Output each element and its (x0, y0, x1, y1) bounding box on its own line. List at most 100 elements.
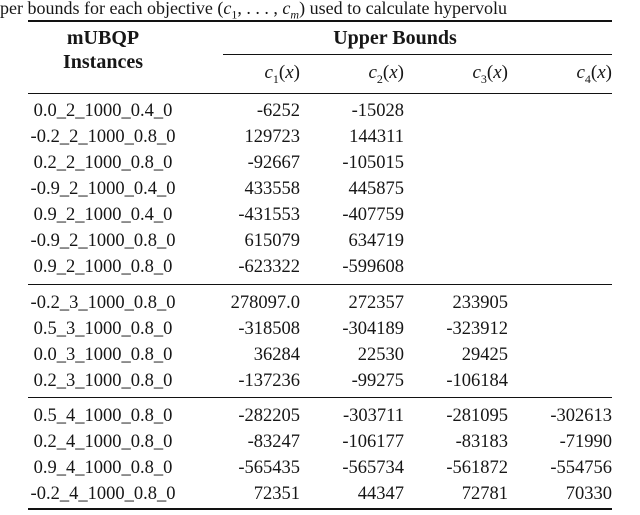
caption-sub-1: 1 (231, 7, 238, 19)
caption-text: per bounds for each objective ( (0, 0, 224, 18)
objective-value: -71990 (559, 431, 612, 452)
table-row: 0.5_4_1000_0.8_0 -282205 -303711 -281095… (28, 403, 612, 429)
table-row: -0.2_4_1000_0.8_0 72351 44347 72781 7033… (28, 481, 612, 507)
instance-name: 0.5_4_1000_0.8_0 (33, 405, 173, 426)
objective-value: -599608 (342, 256, 404, 277)
header-divider (28, 93, 612, 95)
row-group-header: mUBQP Instances (28, 26, 178, 74)
table-row: -0.2_3_1000_0.8_0 278097.0 272357 233905 (28, 290, 612, 316)
table-row: 0.2_2_1000_0.8_0 -92667 -105015 (28, 150, 612, 176)
objective-value: -137236 (238, 370, 300, 391)
objective-value: 144311 (349, 126, 404, 147)
objective-value: 445875 (348, 178, 405, 199)
instance-name: 0.9_2_1000_0.8_0 (33, 256, 173, 277)
block-divider (28, 397, 612, 399)
caption-math-c1: c (223, 0, 232, 18)
block-3-objectives: -0.2_3_1000_0.8_0 278097.0 272357 233905… (28, 290, 612, 394)
caption-ellipsis: , . . . , (237, 0, 283, 18)
column-group-header: Upper Bounds (333, 27, 457, 49)
objective-value: 278097.0 (230, 292, 300, 313)
row-group-header-line2: Instances (62, 51, 143, 73)
instance-name: 0.2_2_1000_0.8_0 (33, 152, 173, 173)
instance-name: -0.2_4_1000_0.8_0 (30, 483, 176, 504)
instance-name: 0.2_4_1000_0.8_0 (33, 431, 173, 452)
table-caption: per bounds for each objective (c1, . . .… (0, 0, 640, 19)
objective-value: -106184 (446, 370, 508, 391)
objective-value: -323912 (446, 318, 508, 339)
objective-value: -281095 (446, 405, 508, 426)
objective-value: 22530 (357, 344, 404, 365)
instance-name: 0.9_2_1000_0.4_0 (33, 204, 173, 225)
instance-name: 0.5_3_1000_0.8_0 (33, 318, 173, 339)
upper-bounds-underline (223, 54, 612, 56)
objective-value: -83183 (455, 431, 508, 452)
objective-value: -431553 (238, 204, 300, 225)
bottom-rule (28, 508, 612, 511)
objective-value: -554756 (550, 457, 612, 478)
objective-value: -15028 (351, 100, 404, 121)
instance-name: -0.2_3_1000_0.8_0 (30, 292, 176, 313)
objective-value: -565734 (342, 457, 404, 478)
results-table: mUBQP Instances Upper Bounds c1(x) c2(x)… (28, 0, 612, 515)
column-header-c2: c2(x) (368, 62, 404, 86)
table-row: 0.0_2_1000_0.4_0 -6252 -15028 (28, 98, 612, 124)
table-row: 0.5_3_1000_0.8_0 -318508 -304189 -323912 (28, 316, 612, 342)
objective-value: 36284 (253, 344, 300, 365)
table-row: 0.9_4_1000_0.8_0 -565435 -565734 -561872… (28, 455, 612, 481)
instance-name: 0.2_3_1000_0.8_0 (33, 370, 173, 391)
caption-text-end: ) used to calculate hypervolu (299, 0, 508, 18)
table-row: -0.9_2_1000_0.8_0 615079 634719 (28, 228, 612, 254)
objective-value: -303711 (343, 405, 404, 426)
row-group-header-line1: mUBQP (66, 27, 140, 49)
caption-sub-m: m (290, 7, 300, 19)
objective-value: -99275 (351, 370, 404, 391)
objective-value: 44347 (357, 483, 404, 504)
instance-name: 0.9_4_1000_0.8_0 (33, 457, 173, 478)
caption-math-cm: c (282, 0, 291, 18)
column-header-c1: c1(x) (264, 62, 300, 86)
instance-name: -0.9_2_1000_0.4_0 (30, 178, 176, 199)
block-4-objectives: 0.5_4_1000_0.8_0 -282205 -303711 -281095… (28, 403, 612, 507)
table-row: 0.2_4_1000_0.8_0 -83247 -106177 -83183 -… (28, 429, 612, 455)
objective-value: -282205 (238, 405, 300, 426)
objective-value: -83247 (247, 431, 300, 452)
objective-value: -105015 (342, 152, 404, 173)
objective-value: 634719 (348, 230, 405, 251)
objective-value: 433558 (244, 178, 301, 199)
objective-value: 70330 (565, 483, 612, 504)
block-divider (28, 284, 612, 286)
objective-value: -304189 (342, 318, 404, 339)
objective-value: -565435 (238, 457, 300, 478)
objective-value: -318508 (238, 318, 300, 339)
table-row: 0.9_2_1000_0.4_0 -431553 -407759 (28, 202, 612, 228)
objective-header-row: c1(x) c2(x) c3(x) c4(x) (28, 58, 612, 88)
instance-name: -0.2_2_1000_0.8_0 (30, 126, 176, 147)
objective-value: -561872 (446, 457, 508, 478)
table-row: 0.9_2_1000_0.8_0 -623322 -599608 (28, 254, 612, 280)
objective-value: 129723 (244, 126, 301, 147)
objective-value: 615079 (244, 230, 301, 251)
block-2-objectives: 0.0_2_1000_0.4_0 -6252 -15028 -0.2_2_100… (28, 98, 612, 280)
objective-value: 29425 (461, 344, 508, 365)
table-row: 0.2_3_1000_0.8_0 -137236 -99275 -106184 (28, 368, 612, 394)
instance-name: 0.0_3_1000_0.8_0 (33, 344, 173, 365)
instance-name: 0.0_2_1000_0.4_0 (33, 100, 173, 121)
objective-value: -407759 (342, 204, 404, 225)
top-rule (28, 20, 612, 23)
objective-value: -623322 (238, 256, 300, 277)
column-header-c3: c3(x) (472, 62, 508, 86)
objective-value: -106177 (342, 431, 404, 452)
objective-value: 72781 (461, 483, 508, 504)
objective-value: -6252 (256, 100, 300, 121)
table-row: -0.2_2_1000_0.8_0 129723 144311 (28, 124, 612, 150)
objective-value: 72351 (253, 483, 300, 504)
instance-name: -0.9_2_1000_0.8_0 (30, 230, 176, 251)
objective-value: -302613 (550, 405, 612, 426)
objective-value: 272357 (348, 292, 405, 313)
table-row: -0.9_2_1000_0.4_0 433558 445875 (28, 176, 612, 202)
objective-value: -92667 (247, 152, 300, 173)
table-row: 0.0_3_1000_0.8_0 36284 22530 29425 (28, 342, 612, 368)
objective-value: 233905 (452, 292, 509, 313)
column-header-c4: c4(x) (576, 62, 612, 86)
